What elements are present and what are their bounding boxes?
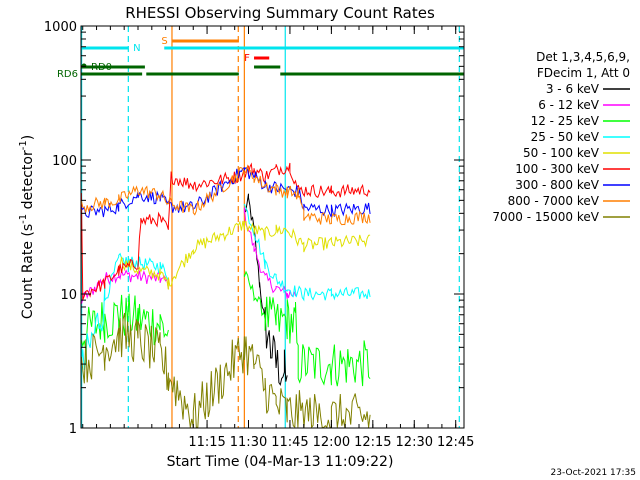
legend-label-3-6-kev: 3 - 6 keV (546, 82, 600, 96)
plot-frame (80, 25, 465, 429)
flag-label-n: N (133, 43, 140, 54)
y-axis-label-sup1: -1 (18, 214, 29, 224)
series-line-300-800-kev (81, 166, 371, 218)
legend-label-6-12-kev: 6 - 12 keV (538, 98, 600, 112)
series-line-7000-15000-kev (81, 312, 371, 428)
x-axis-label: Start Time (04-Mar-13 11:09:22) (167, 454, 394, 470)
x-tick-label: 12:30 (396, 435, 433, 450)
legend-label-100-300-kev: 100 - 300 keV (515, 162, 599, 176)
x-axis: 11:15 11:30 11:45 12:00 12:15 12:30 12:45 (82, 26, 474, 450)
series-layer (81, 162, 371, 428)
x-tick-label: 11:30 (230, 435, 267, 450)
y-axis-label-mid: detector (20, 150, 36, 214)
y-tick-label: 100 (52, 154, 77, 169)
x-tick-label: 11:45 (271, 435, 308, 450)
y-axis-label-sup2: -1 (18, 140, 29, 150)
legend-label-50-100-kev: 50 - 100 keV (523, 146, 600, 160)
y-tick-label: 10 (60, 288, 77, 303)
y-tick-label: 1 (69, 422, 77, 437)
legend-header-line1: Det 1,3,4,5,6,9, (536, 50, 630, 64)
timestamp: 23-Oct-2021 17:35 (551, 468, 636, 478)
x-tick-label: 12:00 (313, 435, 350, 450)
legend-label-300-800-kev: 300 - 800 keV (515, 178, 599, 192)
flag-label-rd6: RD6 (57, 69, 78, 80)
y-axis-label-main: Count Rate (s (20, 224, 36, 319)
x-tick-label: 12:15 (354, 435, 391, 450)
series-line-25-50-kev (81, 203, 371, 370)
x-tick-label: 11:15 (188, 435, 225, 450)
legend-label-25-50-kev: 25 - 50 keV (531, 130, 600, 144)
legend-header-line2: FDecim 1, Att 0 (537, 66, 630, 80)
series-line-800-7000-kev (81, 164, 371, 226)
series-line-50-100-kev (118, 220, 371, 290)
legend-label-800-7000-kev: 800 - 7000 keV (508, 194, 600, 208)
flags-layer: N S F RD0 RD6 (57, 36, 464, 80)
legend-label-12-25-kev: 12 - 25 keV (531, 114, 600, 128)
y-axis: 1 10 100 1000 (44, 20, 464, 437)
flag-label-f: F (244, 53, 250, 64)
legend-label-7000-15000-kev: 7000 - 15000 keV (492, 210, 599, 224)
y-tick-label: 1000 (44, 20, 77, 35)
y-axis-label-end: ) (20, 135, 36, 140)
flag-label-s: S (161, 36, 167, 47)
y-axis-label: Count Rate (s-1 detector-1) (18, 135, 36, 319)
series-line-12-25-kev (81, 270, 371, 387)
series-line-100-300-kev (81, 162, 371, 300)
series-line-3-6-kev (244, 193, 288, 386)
x-tick-label: 12:45 (437, 435, 474, 450)
instrument-state-lines (81, 26, 460, 428)
flag-label-rd0: RD0 (91, 62, 112, 73)
chart-title: RHESSI Observing Summary Count Rates (125, 4, 435, 22)
legend: Det 1,3,4,5,6,9, FDecim 1, Att 0 3 - 6 k… (492, 50, 630, 224)
